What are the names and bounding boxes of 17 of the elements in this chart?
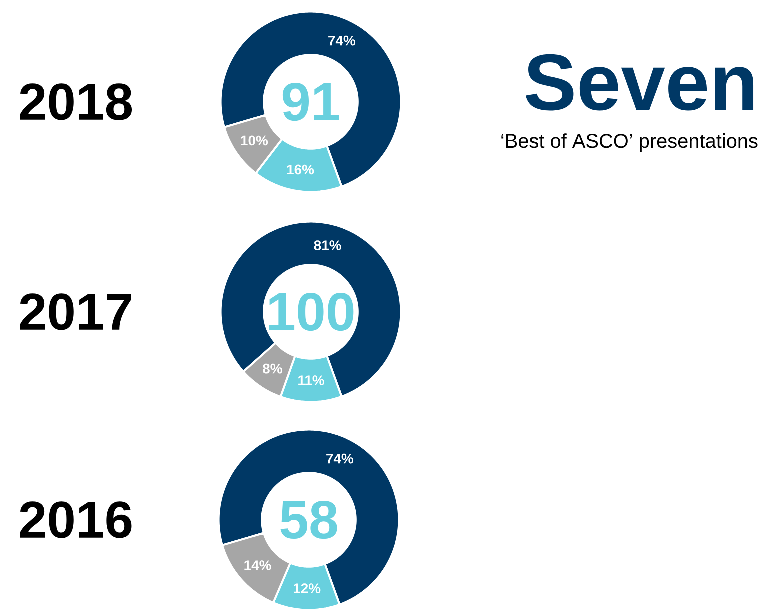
text: 2018 [20,84,132,120]
data-label: 12% [294,583,321,594]
text: 58 [280,500,338,539]
data-label: 14% [244,560,272,570]
data-label: 11% [298,376,324,386]
text: Seven [526,54,754,111]
text: 2016 [20,502,132,538]
data-label: 8% [263,364,282,374]
data-label: 74% [326,454,354,464]
data-label: 74% [328,36,356,46]
text: 100 [270,292,354,331]
data-label: 10% [241,136,268,146]
data-label: 16% [287,164,314,175]
data-label: 81% [314,240,342,250]
text: 91 [282,82,340,121]
text: 2017 [20,294,132,330]
text: ‘Best of ASCO’ presentations [502,133,758,152]
